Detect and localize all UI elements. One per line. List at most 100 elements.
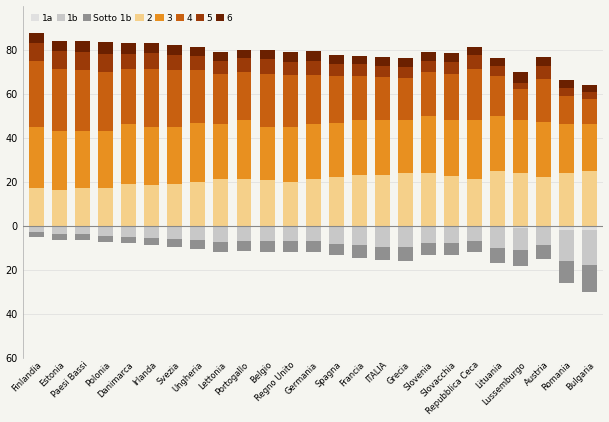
Bar (444, 226, 459, 227)
Bar (76, 234, 90, 240)
Bar (144, 69, 160, 127)
Bar (283, 75, 298, 127)
Legend: 1a, 1b, Sotto 1b, 2, 3, 4, 5, 6: 1a, 1b, Sotto 1b, 2, 3, 4, 5, 6 (27, 10, 236, 26)
Bar (283, 62, 298, 75)
Bar (283, 127, 298, 181)
Bar (444, 120, 459, 176)
Bar (236, 58, 252, 72)
Bar (121, 54, 136, 69)
Bar (582, 265, 597, 292)
Bar (536, 227, 551, 246)
Bar (29, 188, 44, 226)
Bar (191, 226, 205, 227)
Bar (398, 67, 413, 78)
Bar (375, 226, 390, 227)
Bar (167, 127, 182, 184)
Bar (467, 47, 482, 55)
Bar (329, 177, 343, 226)
Bar (513, 228, 528, 250)
Bar (52, 227, 67, 234)
Bar (513, 250, 528, 266)
Bar (352, 64, 367, 76)
Bar (444, 62, 459, 74)
Bar (398, 173, 413, 226)
Bar (236, 72, 252, 120)
Bar (76, 227, 90, 234)
Bar (98, 226, 113, 227)
Bar (375, 227, 390, 246)
Bar (352, 120, 367, 175)
Bar (236, 241, 252, 251)
Bar (144, 227, 160, 238)
Bar (29, 33, 44, 43)
Bar (444, 227, 459, 243)
Bar (421, 72, 436, 116)
Bar (121, 227, 136, 237)
Bar (490, 76, 505, 116)
Bar (582, 230, 597, 265)
Bar (214, 74, 228, 124)
Bar (306, 227, 320, 241)
Bar (329, 227, 343, 244)
Bar (167, 226, 182, 227)
Bar (76, 226, 90, 227)
Bar (52, 190, 67, 226)
Bar (536, 66, 551, 79)
Bar (191, 47, 205, 56)
Bar (167, 184, 182, 226)
Bar (236, 120, 252, 179)
Bar (52, 131, 67, 190)
Bar (121, 237, 136, 243)
Bar (329, 123, 343, 177)
Bar (375, 77, 390, 120)
Bar (214, 124, 228, 179)
Bar (167, 55, 182, 70)
Bar (444, 176, 459, 226)
Bar (559, 96, 574, 124)
Bar (421, 52, 436, 61)
Bar (283, 241, 298, 252)
Bar (29, 127, 44, 188)
Bar (375, 175, 390, 226)
Bar (398, 58, 413, 67)
Bar (283, 226, 298, 227)
Bar (582, 99, 597, 124)
Bar (167, 239, 182, 246)
Bar (29, 43, 44, 61)
Bar (283, 181, 298, 226)
Bar (398, 120, 413, 173)
Bar (559, 261, 574, 283)
Bar (144, 43, 160, 53)
Bar (352, 76, 367, 120)
Bar (375, 57, 390, 66)
Bar (536, 122, 551, 177)
Bar (98, 72, 113, 131)
Bar (191, 240, 205, 249)
Bar (76, 131, 90, 188)
Bar (98, 131, 113, 188)
Bar (582, 170, 597, 226)
Bar (306, 179, 320, 226)
Bar (375, 246, 390, 260)
Bar (98, 227, 113, 235)
Bar (421, 243, 436, 255)
Bar (490, 227, 505, 248)
Bar (490, 116, 505, 170)
Bar (214, 61, 228, 74)
Bar (191, 227, 205, 240)
Bar (306, 51, 320, 61)
Bar (167, 70, 182, 127)
Bar (329, 76, 343, 123)
Bar (144, 53, 160, 69)
Bar (582, 85, 597, 92)
Bar (76, 52, 90, 70)
Bar (144, 185, 160, 226)
Bar (444, 53, 459, 62)
Bar (329, 226, 343, 227)
Bar (421, 173, 436, 226)
Bar (582, 92, 597, 99)
Bar (306, 75, 320, 124)
Bar (559, 88, 574, 96)
Bar (191, 181, 205, 226)
Bar (559, 173, 574, 226)
